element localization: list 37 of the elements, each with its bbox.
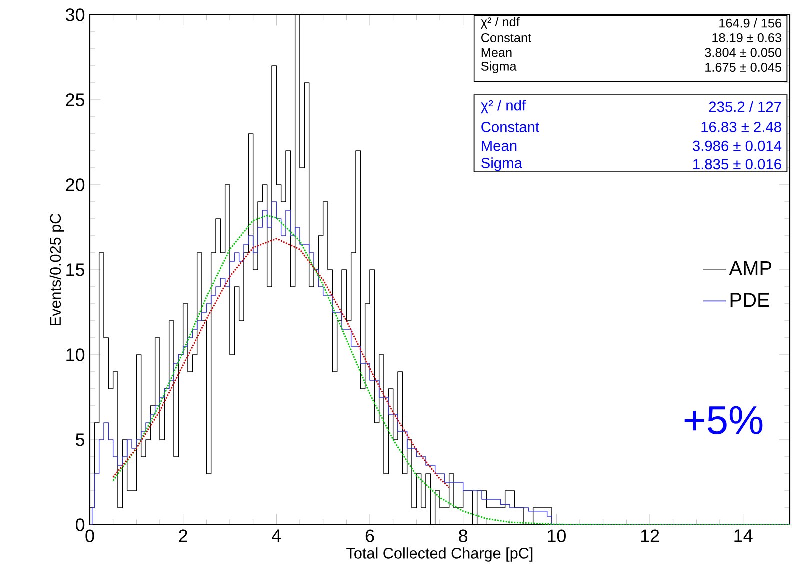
y-tick-label: 5 bbox=[76, 434, 85, 446]
legend-label: PDE bbox=[730, 293, 770, 308]
x-tick-label: 0 bbox=[86, 530, 94, 542]
x-tick-label: 12 bbox=[641, 530, 660, 542]
y-tick-label: 20 bbox=[66, 178, 85, 192]
y-tick-label: 25 bbox=[66, 94, 85, 106]
x-axis-title: Total Collected Charge [pC] bbox=[346, 548, 533, 562]
annotation: 1.675 ± 0.045 bbox=[706, 63, 782, 72]
annotation: Mean bbox=[482, 140, 517, 152]
annotation: 164.9 / 156 bbox=[720, 18, 782, 28]
annotation: Mean bbox=[482, 48, 512, 58]
annotation: 235.2 / 127 bbox=[709, 101, 782, 112]
y-tick-label: 15 bbox=[66, 264, 85, 276]
line-series bbox=[112, 238, 450, 488]
y-axis-title: Events/0.025 pC bbox=[50, 214, 64, 326]
annotation: +5% bbox=[684, 406, 763, 435]
x-tick-label: 6 bbox=[366, 530, 374, 542]
x-tick-label: 10 bbox=[548, 530, 566, 542]
x-tick-label: 8 bbox=[459, 530, 468, 542]
annotation: Sigma bbox=[482, 158, 522, 172]
x-tick-label: 14 bbox=[734, 530, 753, 542]
annotation: χ² / ndf bbox=[481, 100, 526, 114]
y-tick-label: 30 bbox=[66, 8, 85, 22]
annotation: 18.19 ± 0.63 bbox=[712, 33, 782, 42]
annotation: Constant bbox=[482, 33, 532, 42]
y-tick-label: 0 bbox=[76, 518, 85, 532]
x-tick-label: 4 bbox=[272, 530, 282, 542]
annotation: 3.986 ± 0.014 bbox=[692, 140, 782, 152]
annotation: Sigma bbox=[481, 62, 517, 74]
annotation: Constant bbox=[482, 122, 540, 132]
annotation: 3.804 ± 0.050 bbox=[705, 48, 782, 58]
y-tick-label: 10 bbox=[66, 348, 85, 362]
x-tick-label: 2 bbox=[179, 530, 188, 542]
annotation: χ² / ndf bbox=[480, 17, 520, 30]
annotation: 16.83 ± 2.48 bbox=[702, 122, 782, 132]
legend-label: AMP bbox=[729, 262, 772, 276]
annotation: 1.835 ± 0.016 bbox=[694, 159, 782, 170]
